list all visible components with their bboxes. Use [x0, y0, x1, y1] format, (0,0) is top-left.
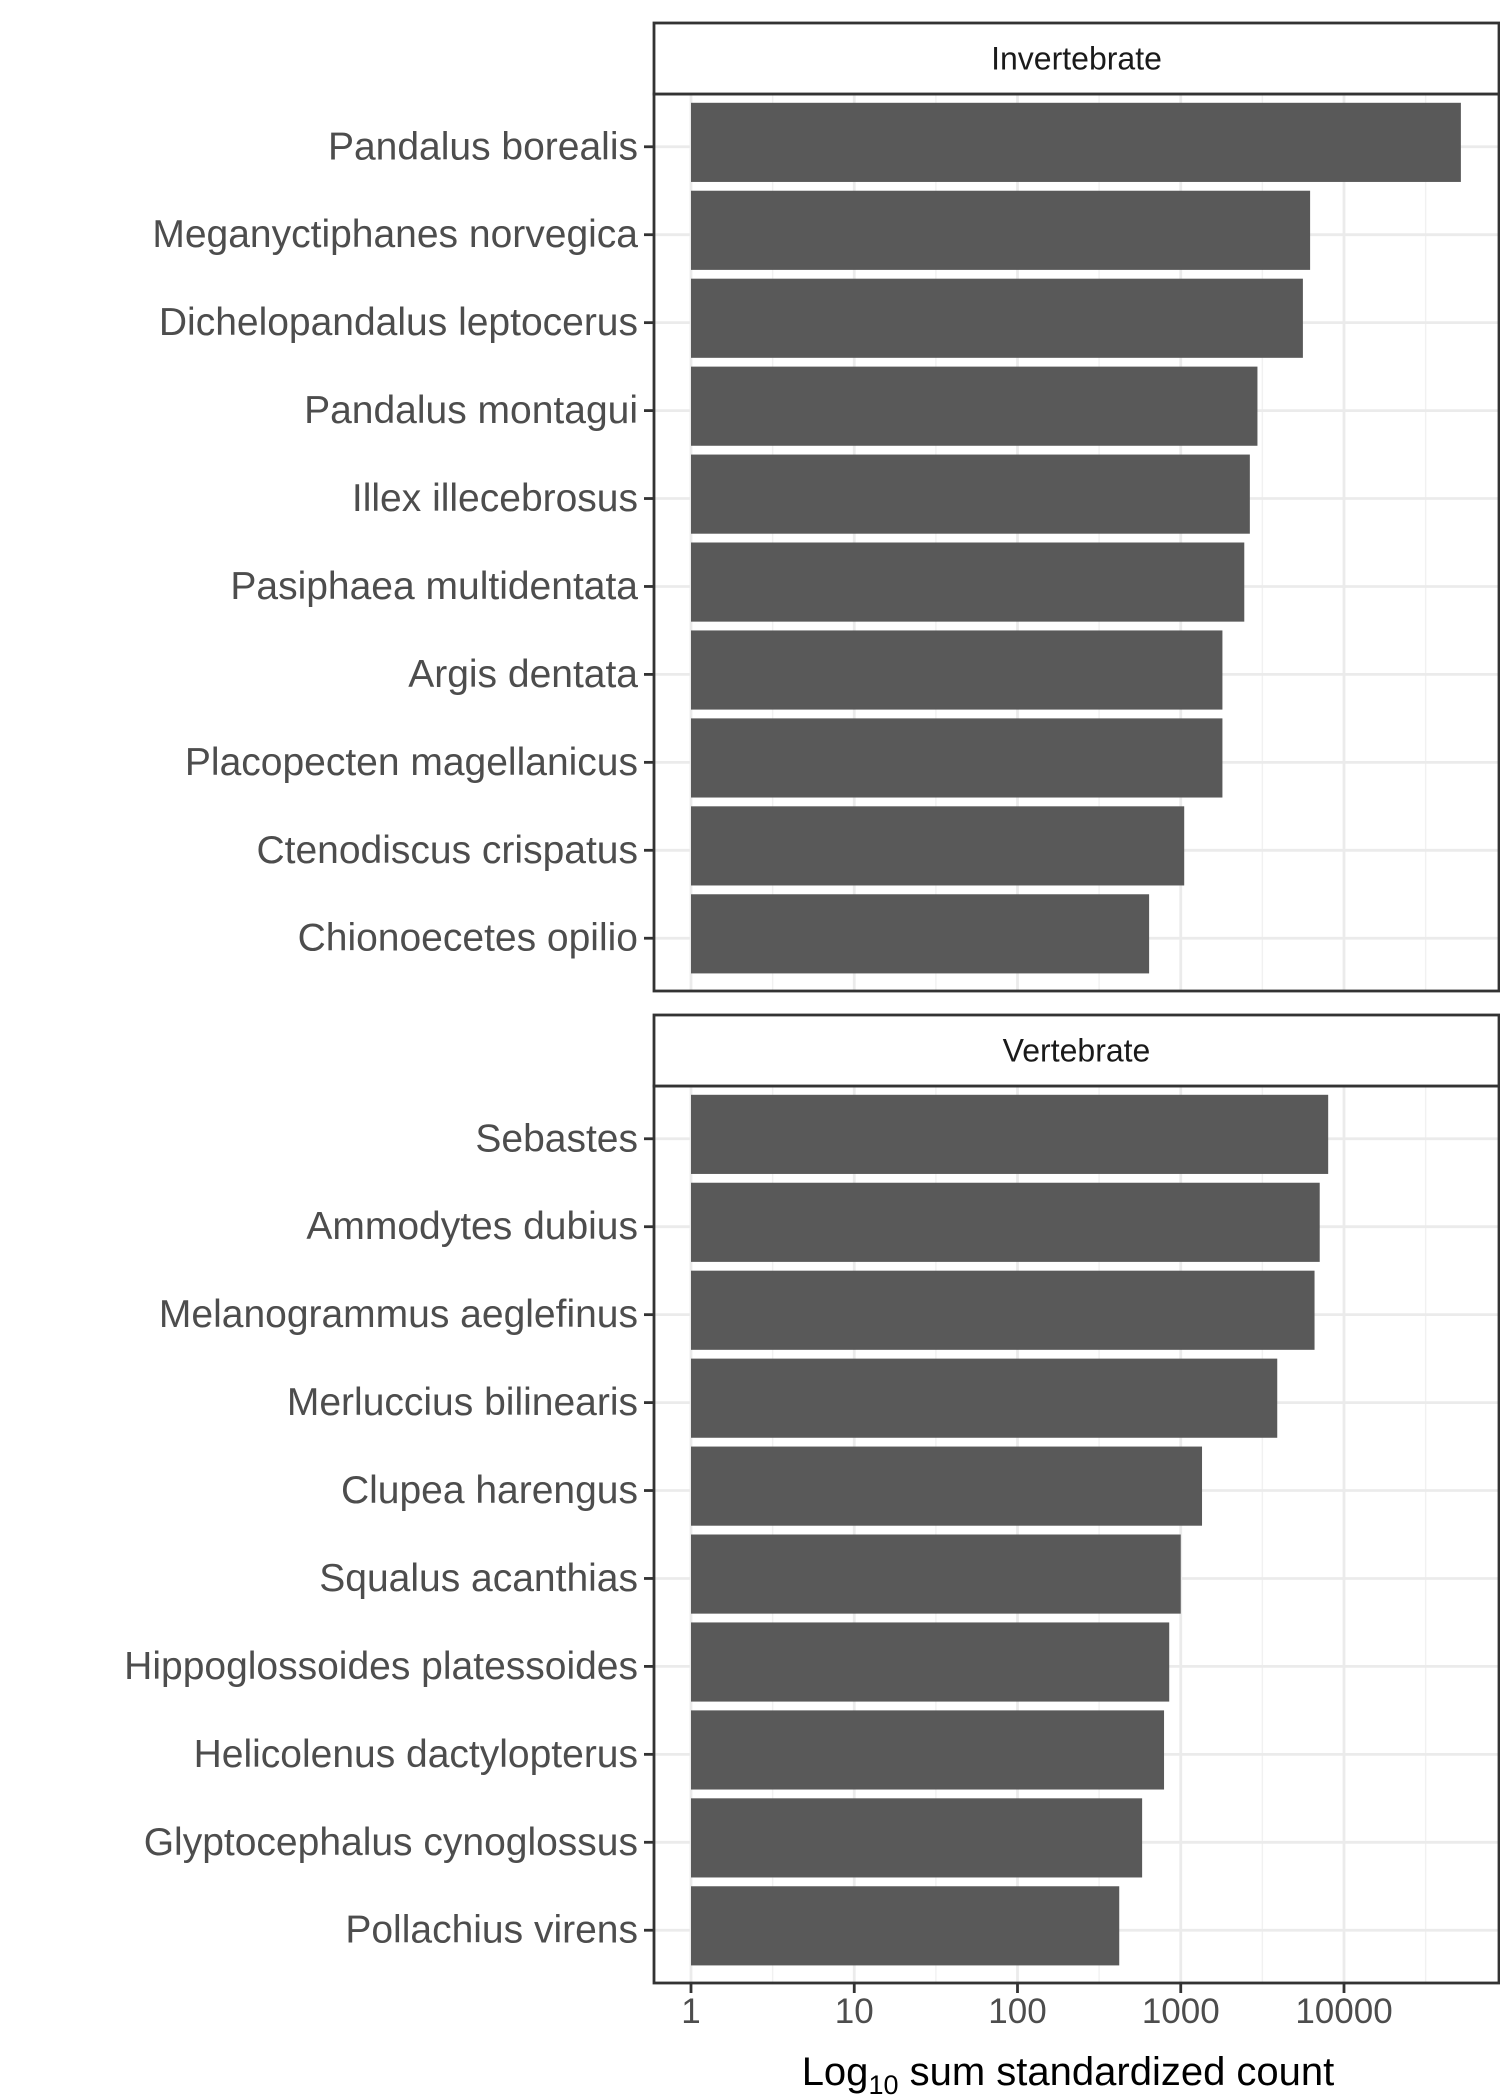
bar — [691, 1270, 1315, 1350]
panel-invertebrate: Pandalus borealis Meganyctiphanes norvegi… — [152, 21, 1500, 993]
y-tick-label: Pandalus montagui — [304, 389, 638, 432]
bar — [691, 1710, 1165, 1790]
bar — [691, 454, 1250, 534]
bar — [691, 1886, 1120, 1966]
facet-title: Vertebrate — [1003, 1033, 1151, 1069]
bar — [691, 806, 1185, 886]
y-tick-label: Meganyctiphanes norvegica — [152, 213, 638, 256]
y-tick-label: Placopecten magellanicus — [185, 741, 638, 784]
facet-strip — [652, 1013, 1500, 1088]
bar — [691, 1622, 1170, 1702]
y-tick-label: Sebastes — [475, 1117, 638, 1160]
x-axis-title-suffix: sum standardized count — [898, 2050, 1334, 2094]
y-tick-label: Illex illecebrosus — [352, 477, 638, 520]
y-tick-label: Pollachius virens — [345, 1909, 638, 1952]
x-tick-label: 100 — [988, 1992, 1046, 2031]
y-tick-label: Merluccius bilinearis — [287, 1381, 638, 1424]
bar — [691, 630, 1223, 710]
bar — [691, 278, 1303, 358]
y-tick-label: Glyptocephalus cynoglossus — [144, 1821, 638, 1864]
x-tick-label: 1 — [681, 1992, 700, 2031]
y-tick-label: Pasiphaea multidentata — [230, 565, 638, 608]
x-axis-title-subscript: 10 — [868, 2070, 898, 2100]
x-tick-label: 10 — [835, 1992, 874, 2031]
x-tick-label: 1000 — [1142, 1992, 1220, 2031]
y-tick-label: Helicolenus dactylopterus — [194, 1733, 638, 1776]
y-tick-label: Clupea harengus — [341, 1469, 638, 1512]
facet-title: Invertebrate — [991, 41, 1162, 77]
bar — [691, 1182, 1320, 1262]
y-tick-label: Dichelopandalus leptocerus — [159, 301, 638, 344]
y-tick-label: Ammodytes dubius — [306, 1205, 638, 1248]
bar — [691, 366, 1258, 446]
y-tick-label: Chionoecetes opilio — [298, 917, 638, 960]
y-tick-label: Pandalus borealis — [328, 125, 638, 168]
x-axis-title-prefix: Log — [802, 2050, 869, 2094]
x-axis: 1 10 100 1000 10000 — [681, 1983, 1393, 2031]
y-tick-label: Squalus acanthias — [319, 1557, 638, 1600]
bar — [691, 1446, 1203, 1526]
panel-vertebrate: Sebastes Ammodytes dubius Melanogrammus ae… — [124, 1013, 1500, 1985]
x-axis-title: Log10 sum standardized count — [802, 2050, 1335, 2100]
bar — [691, 190, 1311, 270]
bar — [691, 718, 1223, 798]
bar — [691, 1094, 1329, 1174]
bar — [691, 1358, 1278, 1438]
chart-panels: Pandalus borealis Meganyctiphanes norvegi… — [124, 21, 1500, 2031]
y-tick-label: Ctenodiscus crispatus — [256, 829, 638, 872]
bar — [691, 542, 1245, 622]
y-tick-label: Melanogrammus aeglefinus — [159, 1293, 638, 1336]
facet-strip — [652, 21, 1500, 96]
y-tick-label: Hippoglossoides platessoides — [124, 1645, 638, 1688]
bar — [691, 1534, 1181, 1614]
bar — [691, 894, 1150, 974]
x-tick-label: 10000 — [1295, 1992, 1392, 2031]
bar — [691, 1798, 1143, 1878]
bar — [691, 102, 1461, 182]
y-tick-label: Argis dentata — [408, 653, 638, 696]
